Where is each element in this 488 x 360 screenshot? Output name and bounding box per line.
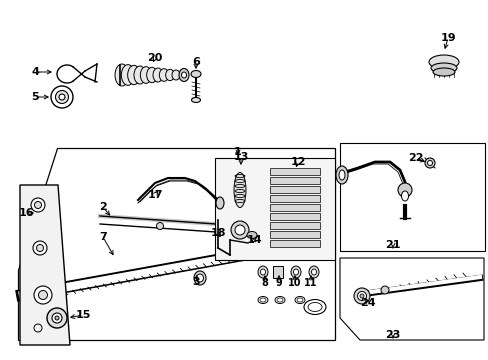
Bar — [272, 266, 283, 278]
Ellipse shape — [146, 67, 157, 83]
Ellipse shape — [115, 64, 129, 86]
Bar — [269, 195, 319, 202]
Ellipse shape — [428, 55, 458, 69]
Ellipse shape — [335, 166, 347, 184]
Text: 5: 5 — [31, 92, 39, 102]
Ellipse shape — [59, 94, 65, 100]
Ellipse shape — [196, 274, 203, 282]
Ellipse shape — [55, 90, 68, 104]
Ellipse shape — [51, 86, 73, 108]
Text: 21: 21 — [385, 240, 400, 250]
Text: 19: 19 — [439, 33, 455, 43]
Ellipse shape — [194, 271, 205, 285]
Text: 4: 4 — [31, 67, 39, 77]
Bar — [269, 186, 319, 193]
Ellipse shape — [159, 69, 168, 81]
Polygon shape — [339, 258, 483, 340]
Ellipse shape — [52, 313, 62, 323]
Ellipse shape — [401, 191, 407, 201]
Ellipse shape — [235, 225, 244, 235]
Text: 9: 9 — [275, 278, 282, 288]
Polygon shape — [18, 148, 334, 340]
Bar — [269, 231, 319, 238]
Ellipse shape — [181, 72, 186, 78]
Text: 11: 11 — [304, 278, 317, 288]
Ellipse shape — [34, 286, 52, 304]
Bar — [269, 177, 319, 184]
Ellipse shape — [153, 68, 163, 82]
Text: 20: 20 — [147, 53, 163, 63]
Ellipse shape — [258, 266, 267, 278]
Ellipse shape — [293, 269, 298, 275]
Ellipse shape — [427, 161, 431, 166]
Bar — [269, 213, 319, 220]
Ellipse shape — [140, 67, 151, 83]
Ellipse shape — [353, 288, 369, 304]
Ellipse shape — [31, 198, 45, 212]
Text: 13: 13 — [233, 152, 248, 162]
Ellipse shape — [172, 70, 180, 80]
Ellipse shape — [430, 63, 456, 73]
Text: 23: 23 — [385, 330, 400, 340]
Polygon shape — [215, 158, 334, 260]
Ellipse shape — [234, 172, 245, 207]
Ellipse shape — [216, 197, 224, 209]
Ellipse shape — [432, 68, 454, 76]
Ellipse shape — [55, 316, 59, 320]
Ellipse shape — [23, 290, 31, 298]
Text: 12: 12 — [290, 157, 305, 167]
Ellipse shape — [246, 231, 257, 238]
Ellipse shape — [308, 266, 318, 278]
Ellipse shape — [290, 266, 301, 278]
Text: 17: 17 — [147, 190, 163, 200]
Text: 15: 15 — [75, 310, 90, 320]
Text: 14: 14 — [246, 235, 262, 245]
Ellipse shape — [156, 222, 163, 230]
Ellipse shape — [359, 294, 363, 298]
Ellipse shape — [33, 241, 47, 255]
Ellipse shape — [35, 202, 41, 208]
Ellipse shape — [47, 308, 67, 328]
Ellipse shape — [311, 269, 316, 275]
Text: 8: 8 — [261, 278, 268, 288]
Ellipse shape — [260, 269, 265, 275]
Text: 22: 22 — [407, 153, 423, 163]
Text: 6: 6 — [192, 57, 200, 67]
Ellipse shape — [191, 98, 200, 103]
Ellipse shape — [179, 68, 189, 81]
Text: 3: 3 — [192, 277, 200, 287]
Ellipse shape — [165, 69, 174, 81]
Text: 7: 7 — [99, 232, 107, 242]
Text: 24: 24 — [360, 298, 375, 308]
Text: 18: 18 — [210, 228, 225, 238]
Ellipse shape — [338, 170, 345, 180]
Text: 10: 10 — [287, 278, 301, 288]
Bar — [339, 143, 484, 251]
Ellipse shape — [380, 286, 388, 294]
Text: 2: 2 — [99, 202, 107, 212]
Bar — [269, 240, 319, 247]
Ellipse shape — [357, 292, 366, 301]
Ellipse shape — [230, 221, 248, 239]
Ellipse shape — [39, 291, 47, 300]
Bar — [269, 204, 319, 211]
Text: 16: 16 — [19, 208, 35, 218]
Text: 1: 1 — [234, 147, 242, 157]
Ellipse shape — [37, 244, 43, 252]
Ellipse shape — [121, 65, 134, 85]
Ellipse shape — [134, 66, 146, 84]
Ellipse shape — [191, 71, 201, 77]
Polygon shape — [20, 185, 70, 345]
Bar — [269, 168, 319, 175]
Bar — [269, 222, 319, 229]
Ellipse shape — [397, 183, 411, 197]
Ellipse shape — [127, 65, 140, 85]
Ellipse shape — [424, 158, 434, 168]
